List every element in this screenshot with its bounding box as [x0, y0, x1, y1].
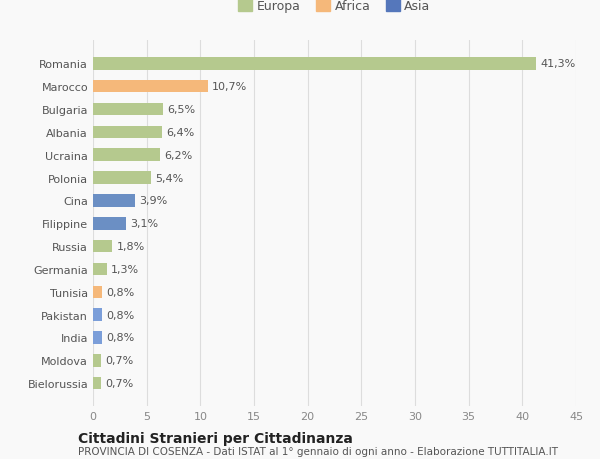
Text: 0,8%: 0,8%	[106, 310, 134, 320]
Text: 41,3%: 41,3%	[541, 59, 576, 69]
Bar	[93, 172, 151, 185]
Text: PROVINCIA DI COSENZA - Dati ISTAT al 1° gennaio di ogni anno - Elaborazione TUTT: PROVINCIA DI COSENZA - Dati ISTAT al 1° …	[78, 446, 558, 456]
Bar	[93, 103, 163, 116]
Text: 1,3%: 1,3%	[111, 264, 139, 274]
Bar	[93, 286, 101, 298]
Bar	[93, 354, 101, 367]
Legend: Europa, Africa, Asia: Europa, Africa, Asia	[235, 0, 434, 17]
Text: 0,7%: 0,7%	[105, 378, 133, 388]
Bar	[93, 195, 135, 207]
Bar	[93, 218, 126, 230]
Text: 1,8%: 1,8%	[116, 241, 145, 252]
Text: Cittadini Stranieri per Cittadinanza: Cittadini Stranieri per Cittadinanza	[78, 431, 353, 445]
Text: 6,5%: 6,5%	[167, 105, 195, 115]
Bar	[93, 331, 101, 344]
Text: 5,4%: 5,4%	[155, 173, 184, 183]
Bar	[93, 309, 101, 321]
Text: 3,9%: 3,9%	[139, 196, 167, 206]
Text: 6,4%: 6,4%	[166, 128, 194, 138]
Bar	[93, 58, 536, 70]
Text: 10,7%: 10,7%	[212, 82, 247, 92]
Text: 6,2%: 6,2%	[164, 151, 192, 160]
Text: 0,8%: 0,8%	[106, 287, 134, 297]
Bar	[93, 126, 161, 139]
Bar	[93, 241, 112, 253]
Text: 0,7%: 0,7%	[105, 356, 133, 365]
Bar	[93, 81, 208, 93]
Bar	[93, 377, 101, 390]
Bar	[93, 263, 107, 276]
Bar	[93, 149, 160, 162]
Text: 0,8%: 0,8%	[106, 333, 134, 343]
Text: 3,1%: 3,1%	[131, 219, 158, 229]
